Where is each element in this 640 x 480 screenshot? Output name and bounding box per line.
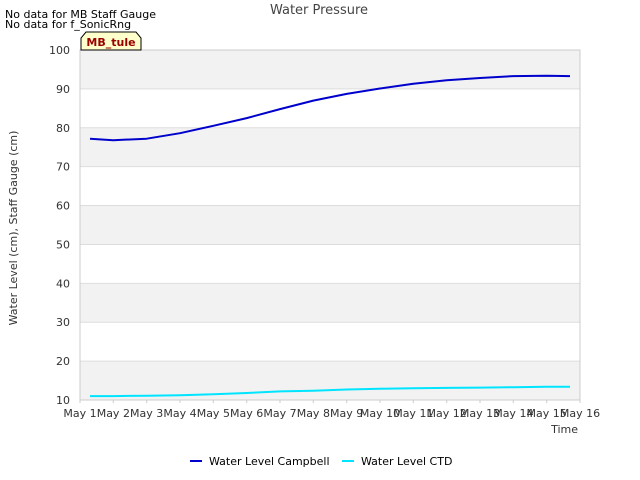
x-tick-label: May 9 [330, 407, 363, 420]
series-lines [89, 74, 571, 398]
legend-label: Water Level Campbell [209, 455, 330, 468]
y-tick-label: 50 [56, 238, 70, 251]
y-tick-label: 10 [56, 394, 70, 407]
chart-title: Water Pressure [270, 3, 368, 18]
y-tick-label: 20 [56, 355, 70, 368]
legend: Water Level Campbell Water Level CTD [190, 455, 452, 468]
plot-band [80, 283, 580, 323]
x-tick-label: May 15 [527, 407, 567, 420]
x-tick-label: May 6 [230, 407, 263, 420]
y-tick-label: 30 [56, 316, 70, 329]
x-tick-label: May 5 [197, 407, 230, 420]
x-tick-label: May 13 [460, 407, 500, 420]
x-tick-label: May 16 [560, 407, 600, 420]
x-tick-label: May 2 [97, 407, 130, 420]
x-tick-label: May 11 [393, 407, 433, 420]
plot-bands [80, 50, 580, 400]
plot-band [80, 50, 580, 89]
site-label-box: MB_tule [80, 31, 142, 51]
x-tick-label: May 3 [130, 407, 163, 420]
x-tick-labels: May 1 May 2 May 3 May 4 May 5 May 6 May 7 May 8… [63, 400, 600, 420]
plot-frame [79, 49, 581, 401]
no-data-note-1: No data for MB Staff Gauge [5, 8, 156, 21]
x-axis-label: Time [550, 423, 578, 436]
x-tick-label: May 4 [163, 407, 196, 420]
no-data-note-2: No data for f_SonicRng [5, 18, 132, 31]
legend-label: Water Level CTD [361, 455, 452, 468]
x-tick-label: May 12 [427, 407, 467, 420]
plot-band [80, 127, 580, 167]
y-tick-labels: 10 20 30 40 50 60 70 80 90 100 [49, 44, 70, 407]
series-line [89, 74, 571, 142]
x-tick-label: May 1 [63, 407, 96, 420]
y-axis-label: Water Level (cm), Staff Gauge (cm) [7, 131, 20, 326]
plot-band [80, 205, 580, 245]
series-line [90, 385, 570, 398]
plot-band [80, 361, 580, 400]
x-tick-label: May 8 [297, 407, 330, 420]
y-tick-label: 60 [56, 200, 70, 213]
site-label: MB_tule [86, 36, 135, 49]
x-tick-label: May 10 [360, 407, 400, 420]
x-tick-label: May 14 [493, 407, 533, 420]
y-tick-label: 70 [56, 161, 70, 174]
x-tick-label: May 7 [263, 407, 296, 420]
y-tick-label: 40 [56, 277, 70, 290]
y-tick-label: 90 [56, 83, 70, 96]
y-tick-label: 80 [56, 122, 70, 135]
y-tick-label: 100 [49, 44, 70, 57]
